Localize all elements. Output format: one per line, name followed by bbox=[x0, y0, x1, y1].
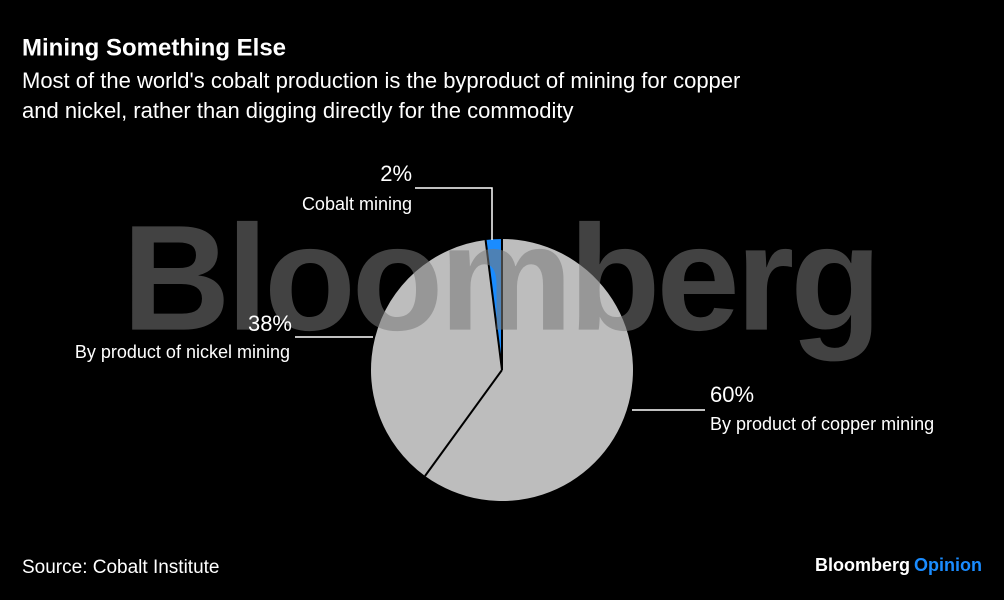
leader-line bbox=[415, 187, 493, 240]
slice-separator bbox=[484, 239, 503, 371]
watermark: Bloomberg bbox=[122, 194, 878, 362]
category-label: By product of copper mining bbox=[710, 414, 934, 434]
value-label: 38% bbox=[248, 311, 292, 336]
brand-name: Bloomberg bbox=[815, 555, 910, 575]
category-label: By product of nickel mining bbox=[75, 342, 290, 362]
chart-subtitle: Most of the world's cobalt production is… bbox=[22, 68, 740, 123]
chart-title: Mining Something Else bbox=[22, 34, 286, 61]
pie-slice bbox=[425, 239, 633, 501]
source: Source: Cobalt Institute bbox=[22, 557, 220, 578]
pie bbox=[371, 239, 633, 501]
pie-slice bbox=[371, 240, 502, 476]
value-label: 2% bbox=[380, 161, 412, 186]
brand: Bloomberg Opinion bbox=[815, 555, 982, 575]
value-label: 60% bbox=[710, 382, 754, 407]
brand-section: Opinion bbox=[914, 555, 982, 575]
labels: 60% By product of copper mining 38% By prod… bbox=[75, 161, 934, 434]
category-label: Cobalt mining bbox=[302, 194, 412, 214]
slice-separator bbox=[424, 369, 503, 477]
